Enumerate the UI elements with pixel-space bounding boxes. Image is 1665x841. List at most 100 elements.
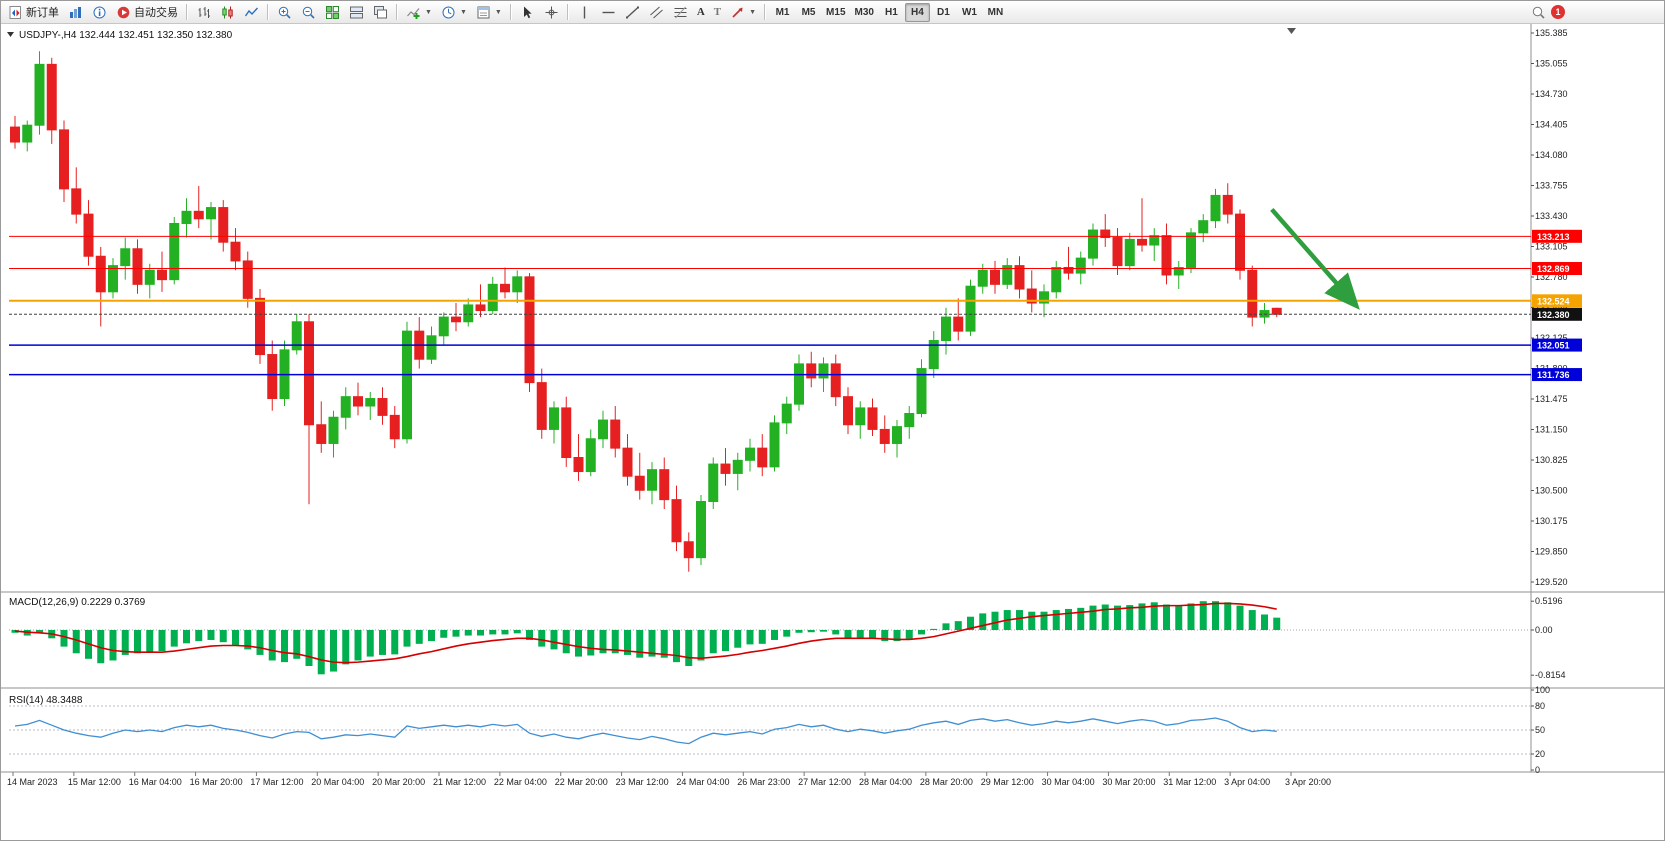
macd-bar	[844, 630, 852, 638]
zoom-in-button[interactable]	[273, 3, 296, 22]
macd-bar	[1199, 601, 1207, 630]
new-order-label: 新订单	[26, 7, 59, 19]
indicators-caret-icon: ▼	[425, 8, 432, 16]
bar-chart-type-button[interactable]	[192, 3, 215, 22]
candle-body	[1063, 266, 1074, 274]
bar-columns-icon	[70, 6, 81, 18]
notification-badge[interactable]: 1	[1551, 5, 1565, 19]
macd-bar	[195, 630, 203, 642]
macd-bar	[244, 630, 252, 650]
tile-grid-icon	[326, 5, 339, 19]
macd-bar	[869, 630, 876, 639]
data-window-button[interactable]	[88, 3, 111, 22]
chart-canvas[interactable]: USDJPY-,H4 132.444 132.451 132.350 132.3…	[1, 24, 1665, 841]
time-axis[interactable]: 14 Mar 2023 15 Mar 12:00 16 Mar 04:00 16 Ma…	[7, 772, 1331, 787]
toolbar-separator	[509, 4, 512, 20]
line-chart-type-button[interactable]	[240, 3, 263, 22]
macd-bar	[942, 623, 950, 630]
horizontal-line-objects[interactable]: 133.213 132.869 132.524 132.380 132.051 131.7…	[9, 229, 1582, 382]
timeframe-m5-button[interactable]: M5	[796, 3, 821, 22]
trendline-tool-button[interactable]	[621, 3, 644, 22]
candle-body	[1149, 235, 1160, 246]
tile-horizontal-button[interactable]	[345, 3, 368, 22]
vertical-line-tool-button[interactable]	[573, 3, 596, 22]
macd-bar	[1248, 610, 1256, 630]
cursor-button[interactable]	[516, 3, 539, 22]
candle-body	[218, 207, 229, 243]
candle-body	[879, 428, 890, 444]
price-tick-label: 133.105	[1535, 242, 1568, 252]
time-tick-label: 16 Mar 20:00	[190, 777, 243, 787]
auto-trading-button[interactable]: 自动交易	[112, 3, 182, 22]
price-tick-label: 129.850	[1535, 547, 1568, 557]
zoom-out-button[interactable]	[297, 3, 320, 22]
periods-button[interactable]: ▼	[437, 3, 471, 22]
macd-bar	[330, 630, 337, 672]
candlestick-type-button[interactable]	[216, 3, 239, 22]
time-tick-label: 28 Mar 04:00	[859, 777, 912, 787]
timeframe-toolbar: M1 M5 M15 M30 H1 H4 D1 W1 MN	[770, 2, 1008, 22]
price-line-label-text: 132.869	[1537, 264, 1570, 274]
price-tick-label: 133.755	[1535, 181, 1568, 191]
timeframe-m15-button[interactable]: M15	[822, 3, 849, 22]
candle-body	[108, 265, 118, 293]
macd-bar	[1163, 604, 1170, 630]
tile-windows-button[interactable]	[321, 3, 344, 22]
candle-body	[475, 304, 486, 312]
channel-icon	[649, 6, 663, 18]
macd-bar	[918, 630, 925, 635]
timeframe-mn-button[interactable]: MN	[983, 3, 1008, 22]
search-button[interactable]	[1527, 3, 1550, 22]
candle-body	[977, 269, 988, 287]
macd-tick-label: -0.8154	[1535, 670, 1566, 680]
price-axis[interactable]: 135.385 135.055 134.730 134.405 134.080 133.7…	[1531, 28, 1568, 587]
profiles-button[interactable]	[64, 3, 87, 22]
timeframe-m1-button[interactable]: M1	[770, 3, 795, 22]
candlestick-icon	[222, 6, 233, 18]
line-chart-icon	[244, 7, 259, 16]
candle-body	[316, 424, 327, 444]
arrows-tool-button[interactable]: ▼	[726, 3, 760, 22]
timeframe-h4-button[interactable]: H4	[904, 2, 930, 22]
timeframe-m30-button[interactable]: M30	[851, 3, 878, 22]
macd-bar	[403, 630, 411, 647]
fibonacci-tool-button[interactable]	[669, 3, 692, 22]
price-tick-label: 130.500	[1535, 486, 1568, 496]
timeframe-d1-button[interactable]: D1	[931, 3, 956, 22]
macd-bar	[771, 630, 778, 640]
crosshair-button[interactable]	[540, 3, 563, 22]
candle-body	[451, 316, 461, 323]
time-tick-label: 16 Mar 04:00	[129, 777, 182, 787]
templates-button[interactable]: ▼	[472, 3, 506, 22]
chart-shift-marker[interactable]	[1287, 28, 1296, 34]
timeframe-h1-button[interactable]: H1	[879, 3, 904, 22]
one-click-trading-arrow[interactable]	[7, 32, 14, 37]
rsi-header: RSI(14) 48.3488	[9, 695, 83, 706]
cascade-icon	[374, 5, 387, 18]
indicators-button[interactable]: ▼	[402, 3, 436, 22]
candle-body	[757, 447, 768, 468]
candle-body	[304, 321, 314, 426]
cascade-windows-button[interactable]	[369, 3, 392, 22]
macd-bar	[856, 630, 864, 638]
candle-body	[132, 248, 143, 285]
timeframe-w1-button[interactable]: W1	[957, 3, 982, 22]
channel-tool-button[interactable]	[645, 3, 668, 22]
macd-bar	[219, 630, 227, 643]
candle-body	[1173, 266, 1184, 276]
price-tick-label: 135.055	[1535, 59, 1568, 69]
price-tick-label: 134.730	[1535, 89, 1568, 99]
candle-body	[806, 363, 817, 379]
candle-body	[377, 398, 388, 416]
candle-body	[1235, 213, 1245, 271]
macd-bar	[673, 630, 680, 663]
candle-body	[34, 63, 45, 126]
text-tool-button[interactable]: A	[693, 3, 709, 22]
candle-body	[659, 469, 670, 501]
candle-body	[1210, 194, 1221, 222]
label-tool-button[interactable]: T	[710, 3, 725, 22]
trend-arrow[interactable]	[1270, 207, 1360, 310]
new-order-button[interactable]: 新订单	[4, 3, 63, 22]
time-tick-label: 21 Mar 12:00	[433, 777, 486, 787]
horizontal-line-tool-button[interactable]	[597, 3, 620, 22]
